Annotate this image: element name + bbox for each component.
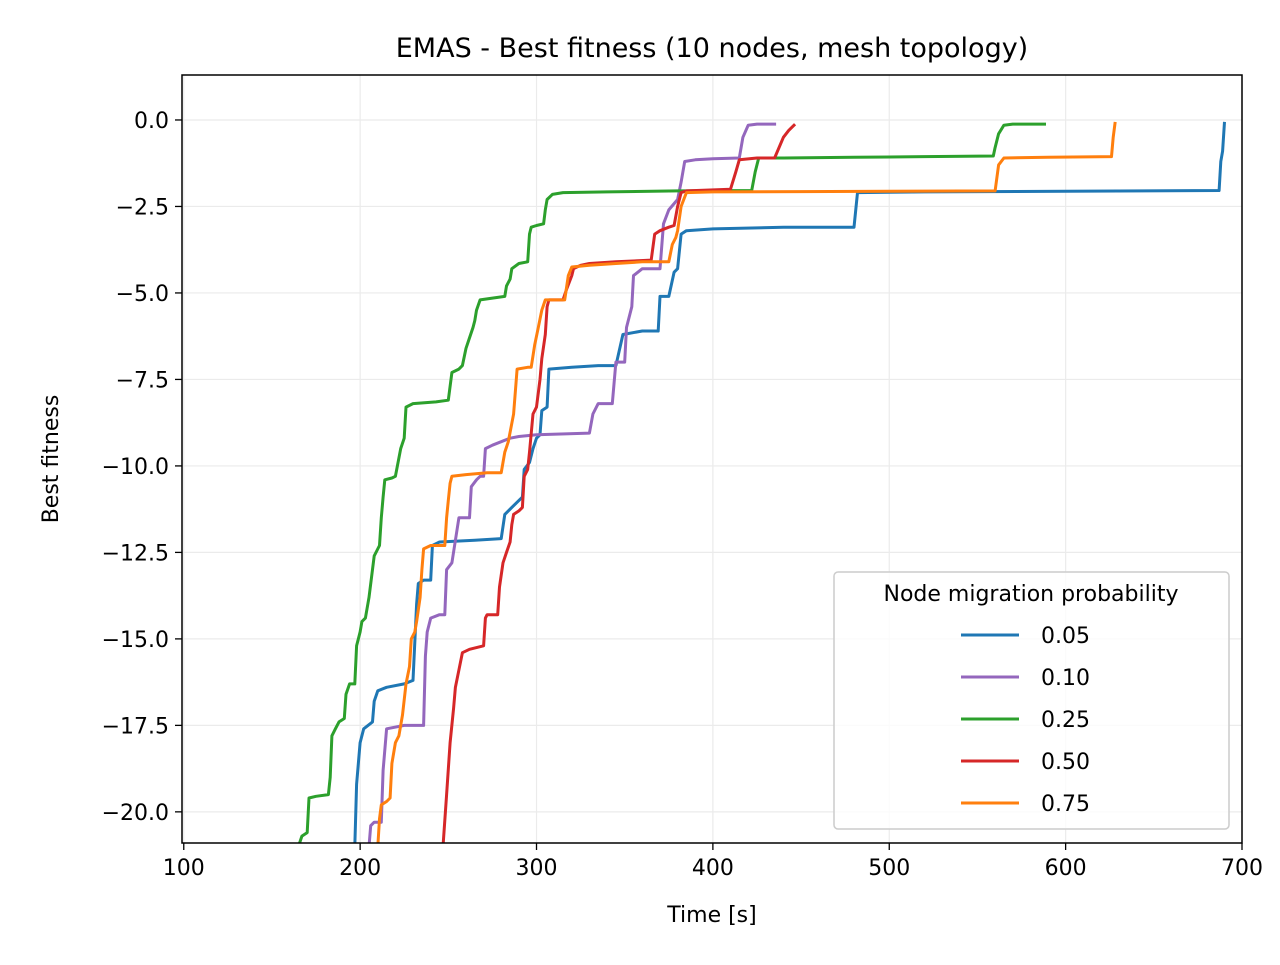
series-line-0.75: [376, 121, 1117, 843]
x-tick-label: 700: [1221, 856, 1263, 881]
x-tick-label: 600: [1045, 856, 1087, 881]
y-axis-title: Best fitness: [39, 395, 64, 524]
y-tick-label: −15.0: [102, 628, 169, 653]
y-tick-label: −12.5: [102, 541, 169, 566]
y-tick-label: −7.5: [116, 368, 169, 393]
y-tick-label: 0.0: [134, 109, 169, 134]
x-axis-ticks: 100 200 300 400 500 600 700: [163, 843, 1263, 881]
legend-label: 0.10: [1041, 666, 1090, 691]
legend-title: Node migration probability: [884, 582, 1179, 607]
legend-label: 0.75: [1041, 792, 1090, 817]
x-tick-label: 400: [692, 856, 734, 881]
legend-label: 0.05: [1041, 624, 1090, 649]
y-tick-label: −20.0: [102, 801, 169, 826]
series-line-0.10: [367, 122, 777, 843]
y-tick-label: −17.5: [102, 714, 169, 739]
legend: Node migration probability 0.050.100.250…: [833, 571, 1230, 830]
y-tick-label: −5.0: [116, 282, 169, 307]
plot-frame: [181, 74, 1243, 844]
series-lines: [297, 121, 1226, 843]
x-tick-label: 300: [516, 856, 558, 881]
x-axis-title: Time [s]: [666, 903, 756, 928]
legend-label: 0.50: [1041, 750, 1090, 775]
x-tick-label: 200: [339, 856, 381, 881]
y-axis-ticks: 0.0 −2.5 −5.0 −7.5 −10.0 −12.5 −15.0 −17.5 −20.0: [102, 109, 182, 826]
x-tick-label: 500: [868, 856, 910, 881]
y-tick-label: −10.0: [102, 455, 169, 480]
legend-label: 0.25: [1041, 708, 1090, 733]
series-line-0.50: [441, 123, 797, 843]
chart-title: EMAS - Best fitness (10 nodes, mesh topo…: [396, 33, 1028, 64]
legend-box: [833, 571, 1230, 830]
x-tick-label: 100: [163, 856, 205, 881]
legend-entries: 0.05 0.10 0.25 0.50 0.75: [961, 624, 1090, 817]
y-tick-label: −2.5: [116, 195, 169, 220]
